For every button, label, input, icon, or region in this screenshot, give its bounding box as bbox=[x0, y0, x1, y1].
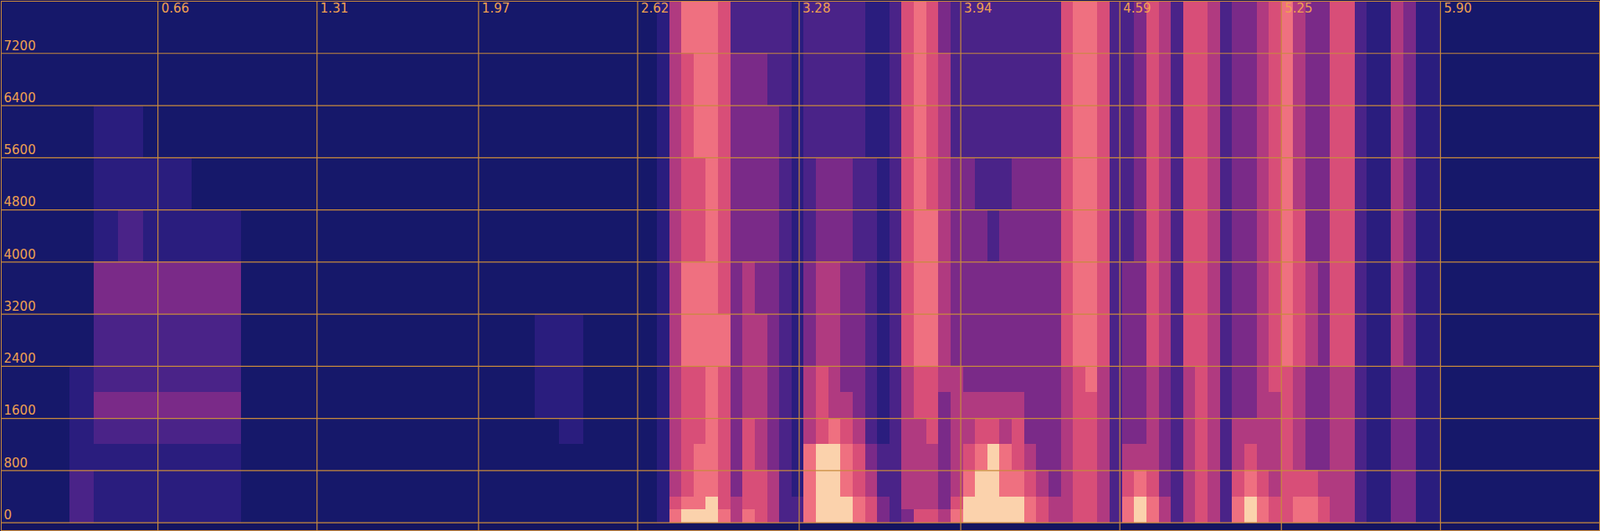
svg-text:0.66: 0.66 bbox=[161, 0, 190, 16]
svg-text:1600: 1600 bbox=[4, 402, 36, 418]
svg-text:1.31: 1.31 bbox=[320, 0, 349, 16]
svg-text:4000: 4000 bbox=[4, 246, 36, 262]
svg-text:5.25: 5.25 bbox=[1284, 0, 1313, 16]
svg-text:0: 0 bbox=[4, 507, 13, 523]
svg-text:7200: 7200 bbox=[4, 38, 36, 54]
svg-text:4.59: 4.59 bbox=[1123, 0, 1151, 16]
svg-text:3.94: 3.94 bbox=[964, 0, 992, 16]
svg-text:800: 800 bbox=[4, 455, 29, 471]
svg-text:2400: 2400 bbox=[4, 350, 36, 366]
svg-text:4800: 4800 bbox=[4, 194, 36, 210]
svg-text:6400: 6400 bbox=[4, 90, 36, 106]
svg-text:2.62: 2.62 bbox=[641, 0, 669, 16]
svg-text:1.97: 1.97 bbox=[482, 0, 510, 16]
svg-text:5600: 5600 bbox=[4, 142, 36, 158]
svg-text:3200: 3200 bbox=[4, 298, 36, 314]
svg-text:5.90: 5.90 bbox=[1443, 0, 1472, 16]
svg-text:3.28: 3.28 bbox=[802, 0, 831, 16]
